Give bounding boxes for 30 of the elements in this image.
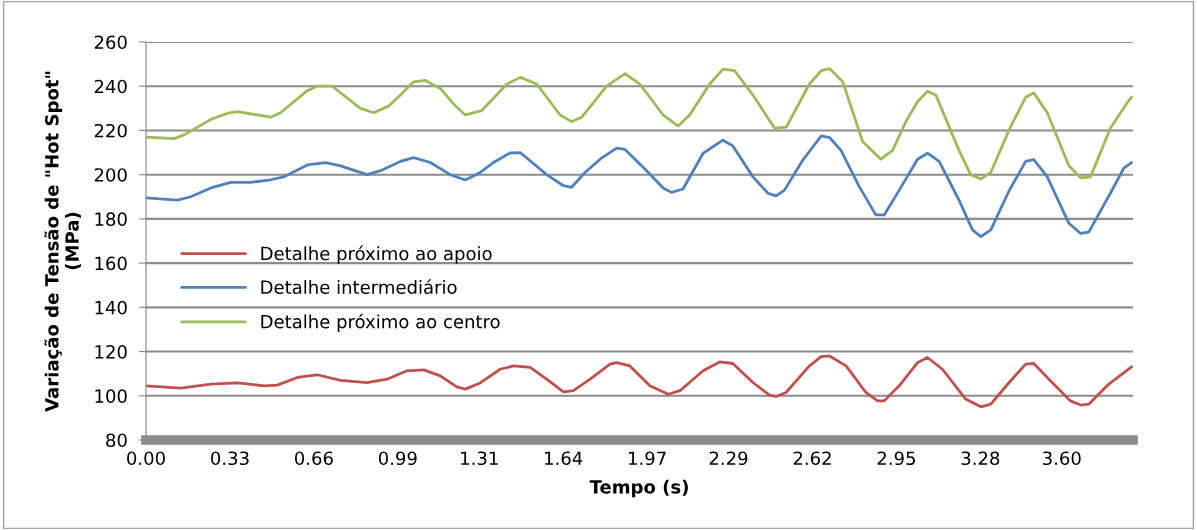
x-axis-title: Tempo (s) [589, 479, 688, 498]
x-tick-label: 0.99 [378, 451, 417, 466]
x-tick-label: 2.62 [793, 451, 831, 466]
x-tick-label: 2.95 [877, 451, 915, 466]
y-tick-label: 80 [106, 433, 127, 448]
y-axis-title: Variação de Tensão de "Hot Spot" (MPa) [44, 71, 81, 412]
y-tick-label: 200 [94, 168, 127, 182]
line-series [146, 134, 1133, 238]
x-tick-label: 2.29 [709, 451, 748, 466]
line-series [146, 67, 1133, 181]
legend-label: Detalhe intermediário [261, 279, 457, 294]
x-tick-label: 1.97 [629, 451, 666, 466]
x-tick-label: 1.31 [461, 451, 498, 466]
x-tick-label: 0.33 [211, 451, 249, 466]
y-tick-label: 180 [95, 212, 127, 227]
y-tick-label: 240 [94, 79, 127, 94]
x-tick-label: 0.66 [294, 451, 333, 466]
line-series [146, 354, 1133, 409]
x-tick-label: 0.00 [127, 451, 165, 466]
y-tick-label: 220 [94, 123, 127, 138]
x-tick-label: 1.64 [545, 451, 583, 466]
y-tick-label: 260 [94, 35, 127, 50]
legend-label: Detalhe próximo ao centro [261, 313, 500, 332]
x-tick-label: 3.60 [1043, 451, 1081, 466]
y-tick-label: 100 [95, 389, 127, 403]
legend-label: Detalhe próximo ao apoio [261, 245, 492, 264]
y-tick-label: 160 [95, 256, 127, 271]
y-tick-label: 140 [95, 300, 127, 315]
y-tick-label: 120 [95, 345, 127, 359]
x-tick-label: 3.28 [961, 451, 1000, 466]
